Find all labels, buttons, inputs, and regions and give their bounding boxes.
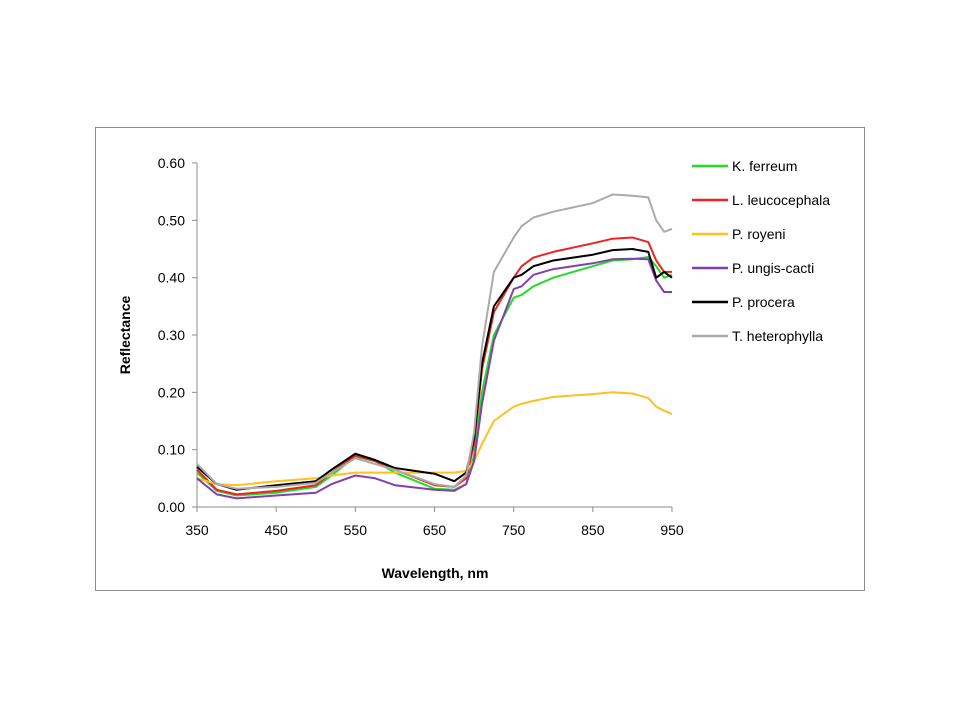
legend-label-5: T. heterophylla <box>732 328 823 344</box>
legend: K. ferreum L. leucocephala P. royeni P. ung… <box>692 158 830 344</box>
x-tick-label: 750 <box>502 522 526 538</box>
series-line-3 <box>196 257 672 500</box>
axes <box>192 162 673 512</box>
legend-label-2: P. royeni <box>732 226 785 242</box>
series-lines <box>196 193 673 500</box>
y-tick-label: 0.40 <box>158 270 185 286</box>
x-tick-label: 850 <box>581 522 605 538</box>
y-tick-label: 0.30 <box>158 327 185 343</box>
y-tick-label: 0.60 <box>158 155 185 171</box>
x-tick-label: 950 <box>660 522 684 538</box>
series-line-0 <box>196 256 673 497</box>
x-tick-label: 350 <box>185 522 209 538</box>
y-tick-label: 0.00 <box>158 499 185 515</box>
y-tick-label: 0.20 <box>158 384 185 400</box>
y-tick-label: 0.50 <box>158 212 185 228</box>
legend-label-3: P. ungis-cacti <box>732 260 814 276</box>
series-line-5 <box>196 193 673 490</box>
y-axis-title: Reflectance <box>117 295 133 374</box>
tick-labels: 0.00 0.10 0.20 0.30 0.40 0.50 0.60 350 450 550 650… <box>158 155 684 538</box>
x-axis-title: Wavelength, nm <box>382 565 489 581</box>
series-line-1 <box>196 236 672 496</box>
legend-label-0: K. ferreum <box>732 158 797 174</box>
series-line-2 <box>196 391 673 487</box>
series-line-4 <box>196 248 673 491</box>
legend-label-4: P. procera <box>732 294 795 310</box>
y-tick-label: 0.10 <box>158 442 185 458</box>
x-tick-label: 550 <box>344 522 368 538</box>
x-tick-label: 650 <box>423 522 447 538</box>
legend-label-1: L. leucocephala <box>732 192 830 208</box>
x-tick-label: 450 <box>264 522 288 538</box>
